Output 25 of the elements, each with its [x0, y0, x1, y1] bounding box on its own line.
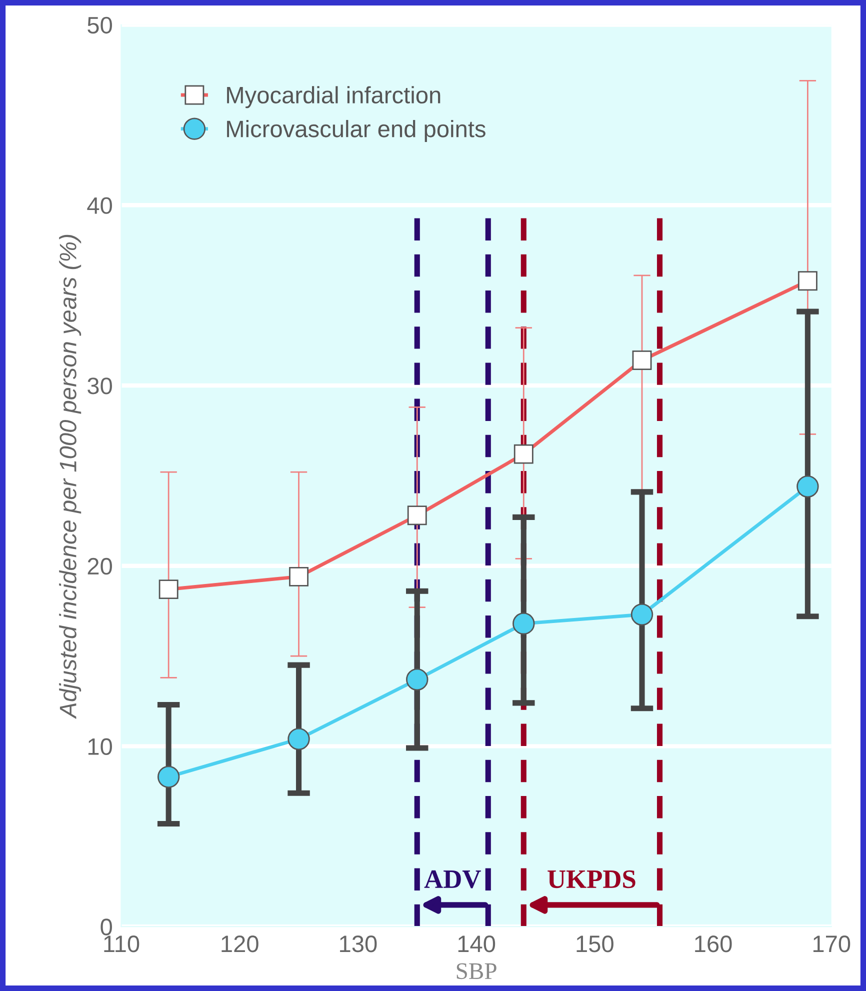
x-tick-label: 160	[695, 936, 732, 952]
x-tick-label: 140	[458, 936, 496, 952]
legend-label: Myocardial infarction	[227, 86, 440, 108]
point	[630, 603, 654, 626]
ref-line-label: ADV	[424, 870, 481, 888]
x-tick-label: 130	[340, 936, 377, 952]
y-tick-label: 40	[87, 197, 112, 214]
y-tick-label: 20	[88, 558, 112, 575]
point	[406, 668, 428, 691]
point	[157, 766, 180, 788]
y-tick-label: 0	[100, 918, 112, 936]
y-axis-title: Adjusted incidence per 1000 person years (%)	[59, 234, 82, 719]
x-tick-label: 120	[222, 936, 258, 952]
x-tick-label: 110	[104, 936, 140, 952]
x-axis-title: SBP	[456, 963, 496, 980]
point	[288, 728, 310, 750]
y-tick-label: 10	[88, 738, 112, 756]
x-tick-label: 170	[813, 936, 850, 952]
legend-label: Microvascular end points	[227, 120, 486, 142]
point	[512, 612, 535, 635]
y-tick-label: 50	[88, 16, 112, 34]
y-tick-label: 30	[88, 378, 112, 394]
ref-line-label: UKPDS	[548, 870, 636, 888]
point	[796, 475, 819, 498]
x-tick-label: 150	[576, 936, 614, 952]
